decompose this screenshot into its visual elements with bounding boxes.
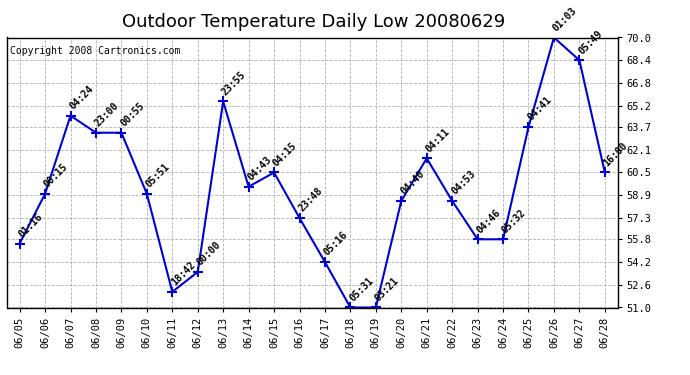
Text: 00:55: 00:55	[119, 101, 146, 129]
Text: 04:41: 04:41	[526, 95, 553, 123]
Text: 23:55: 23:55	[220, 69, 248, 97]
Text: 18:42: 18:42	[169, 260, 197, 288]
Text: 05:32: 05:32	[500, 207, 528, 235]
Text: 04:15: 04:15	[271, 141, 299, 168]
Text: Copyright 2008 Cartronics.com: Copyright 2008 Cartronics.com	[10, 46, 180, 56]
Text: 01:16: 01:16	[17, 211, 45, 239]
Text: 05:51: 05:51	[144, 162, 172, 190]
Text: 00:00: 00:00	[195, 240, 223, 268]
Text: 00:15: 00:15	[42, 162, 70, 190]
Text: 01:03: 01:03	[551, 6, 579, 33]
Text: 23:48: 23:48	[297, 186, 324, 214]
Text: 05:16: 05:16	[322, 230, 350, 258]
Text: 05:31: 05:31	[348, 276, 375, 303]
Text: 04:24: 04:24	[68, 84, 95, 111]
Text: 04:53: 04:53	[449, 169, 477, 197]
Text: 04:43: 04:43	[246, 155, 273, 183]
Text: Outdoor Temperature Daily Low 20080629: Outdoor Temperature Daily Low 20080629	[122, 13, 506, 31]
Text: 04:40: 04:40	[398, 169, 426, 197]
Text: 23:00: 23:00	[93, 101, 121, 129]
Text: 04:46: 04:46	[475, 207, 502, 235]
Text: 05:49: 05:49	[576, 28, 604, 56]
Text: 03:21: 03:21	[373, 276, 401, 303]
Text: 04:11: 04:11	[424, 126, 452, 154]
Text: 16:00: 16:00	[602, 141, 630, 168]
